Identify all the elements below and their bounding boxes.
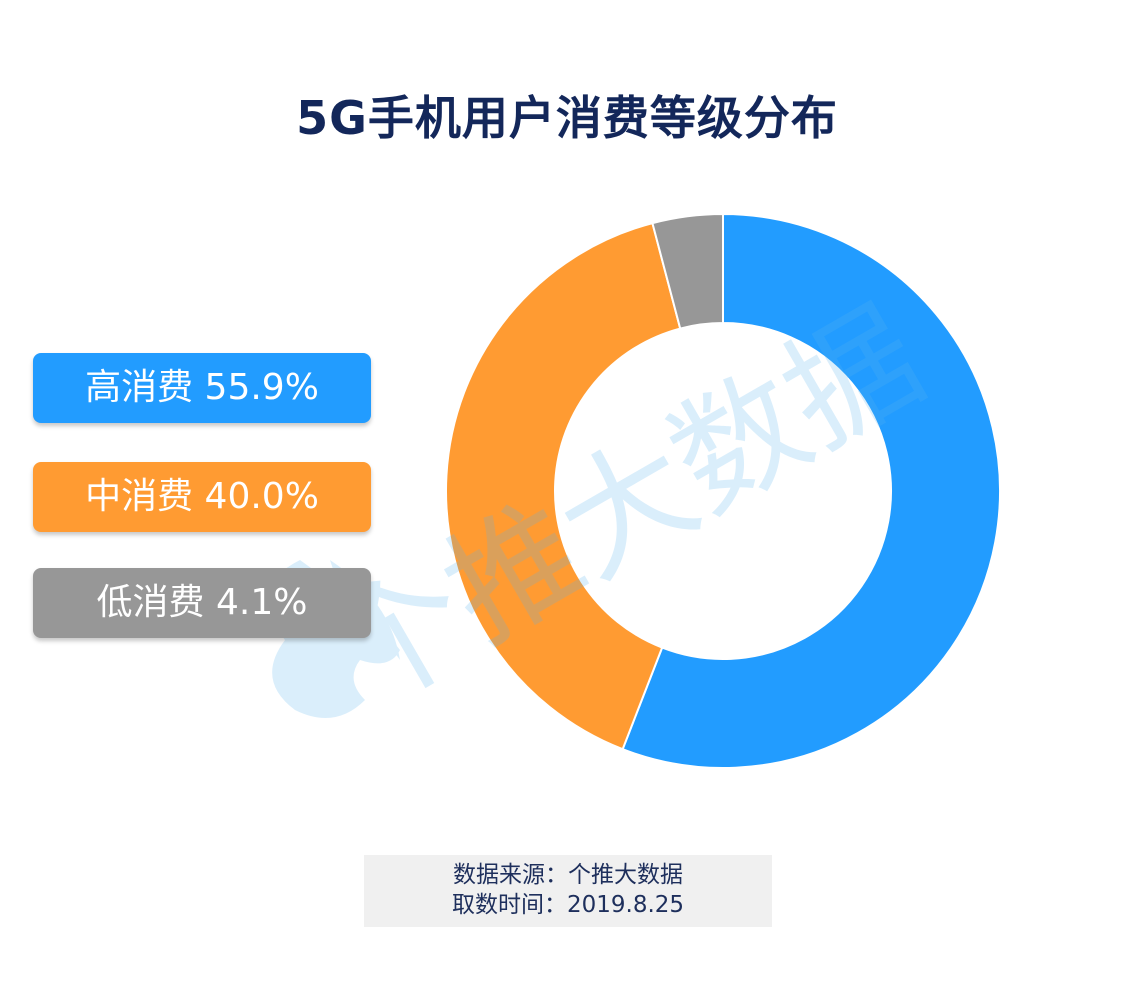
slice-high bbox=[621, 212, 1001, 769]
legend-label: 低消费 bbox=[96, 582, 205, 623]
legend-item-medium: 中消费 40.0% bbox=[33, 462, 371, 532]
legend-label: 高消费 bbox=[85, 367, 194, 408]
source-box: 数据来源：个推大数据 取数时间：2019.8.25 bbox=[364, 855, 772, 927]
slice-medium bbox=[445, 221, 682, 751]
legend-value: 55.9% bbox=[204, 367, 319, 408]
chart-title: 5G手机用户消费等级分布 bbox=[296, 91, 838, 145]
slice-low bbox=[651, 212, 724, 330]
date-line: 取数时间：2019.8.25 bbox=[451, 892, 685, 918]
legend-value: 4.1% bbox=[216, 582, 308, 623]
legend-item-high: 高消费 55.9% bbox=[33, 353, 371, 423]
legend-value: 40.0% bbox=[204, 476, 319, 517]
legend-item-low: 低消费 4.1% bbox=[33, 568, 371, 638]
source-line: 数据来源：个推大数据 bbox=[453, 862, 683, 888]
legend-label: 中消费 bbox=[85, 476, 194, 517]
